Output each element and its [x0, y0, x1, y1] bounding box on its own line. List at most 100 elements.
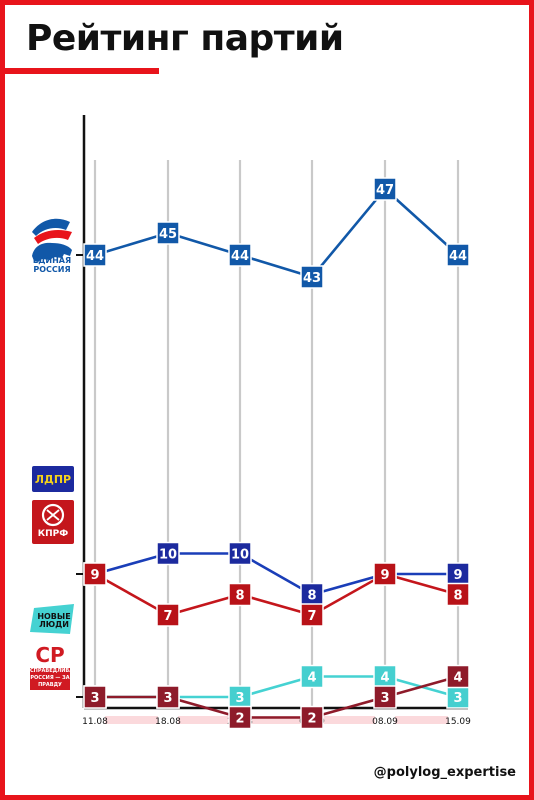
data-label-text: 3 [380, 691, 389, 706]
data-label-text: 44 [449, 249, 467, 264]
data-label-box [300, 603, 324, 627]
author-handle: @polylog_expertise [373, 765, 516, 780]
data-label-text: 3 [453, 691, 462, 706]
data-label-text: 44 [86, 249, 104, 264]
data-label-text: 10 [231, 548, 249, 563]
x-tick-label: 15.09 [445, 717, 471, 727]
data-label-text: 8 [453, 589, 462, 604]
data-label-ldpr: 10 [156, 541, 180, 566]
data-label-box [446, 664, 470, 689]
data-label-sr: 3 [83, 685, 107, 709]
kprf-logo-text: КПРФ [37, 529, 69, 539]
data-label-text: 8 [235, 589, 244, 604]
data-label-text: 2 [235, 712, 244, 727]
bear-flag-icon [32, 218, 72, 262]
data-label-box [300, 705, 324, 730]
data-label-box [300, 265, 324, 289]
data-label-text: 9 [90, 568, 99, 583]
data-label-text: 3 [235, 691, 244, 706]
data-label-text: 10 [159, 548, 177, 563]
data-label-er: 44 [446, 243, 470, 267]
data-labels: 44454443474491010899978798333443332234 [83, 177, 470, 730]
hammer-sickle-icon [41, 503, 65, 527]
data-label-box [228, 705, 252, 730]
data-label-nl: 3 [228, 685, 252, 709]
data-label-sr: 4 [446, 664, 470, 689]
data-label-kprf: 9 [373, 562, 397, 586]
data-label-box [446, 582, 470, 607]
data-label-er: 44 [83, 243, 107, 267]
data-label-kprf: 8 [228, 582, 252, 607]
data-label-box [228, 243, 252, 267]
series-line-nl [95, 675, 459, 699]
data-label-er: 44 [228, 243, 252, 267]
data-label-sr: 3 [373, 685, 397, 709]
date-strip [250, 716, 302, 724]
data-label-box [300, 664, 324, 689]
data-label-text: 47 [376, 183, 394, 198]
nl-badge-icon [30, 604, 74, 634]
data-label-kprf: 7 [156, 603, 180, 627]
data-label-er: 45 [156, 221, 180, 245]
data-label-text: 4 [307, 671, 316, 686]
data-label-nl: 3 [446, 685, 470, 709]
data-label-er: 43 [300, 265, 324, 289]
data-label-box [228, 582, 252, 607]
edinaya-rossiya-logo: ЕДИНАЯ РОССИЯ [24, 212, 80, 284]
x-tick-label: 18.08 [155, 717, 181, 727]
novye-lyudi-logo: НОВЫЕ ЛЮДИ [30, 604, 78, 636]
data-label-box [446, 243, 470, 267]
data-label-text: 7 [163, 609, 172, 624]
series-line-sr [95, 675, 459, 719]
data-label-text: 3 [90, 691, 99, 706]
x-tick-label: 08.09 [372, 717, 398, 727]
data-label-text: 45 [159, 227, 177, 242]
data-label-sr: 2 [300, 705, 324, 730]
data-label-text: 9 [453, 568, 462, 583]
data-label-ldpr: 8 [300, 582, 324, 607]
kprf-logo: КПРФ [32, 500, 74, 544]
data-label-er: 47 [373, 177, 397, 201]
date-strip [395, 716, 448, 724]
data-label-ldpr: 10 [228, 541, 252, 566]
data-label-text: 3 [163, 691, 172, 706]
ldpr-logo: ЛДПР [32, 466, 74, 492]
series-line-ldpr [94, 552, 458, 596]
data-label-box [373, 685, 397, 709]
data-label-box [83, 562, 107, 586]
data-label-text: 2 [307, 712, 316, 727]
data-label-box [228, 541, 252, 566]
series-lines [94, 187, 459, 719]
data-label-box [373, 177, 397, 201]
series-line-kprf [94, 572, 459, 617]
data-label-sr: 3 [156, 685, 180, 709]
data-label-text: 8 [307, 589, 316, 604]
data-label-nl: 4 [373, 664, 397, 689]
date-strip [322, 716, 375, 724]
data-label-text: 7 [307, 609, 316, 624]
data-label-box [373, 562, 397, 586]
data-label-kprf: 7 [300, 603, 324, 627]
date-strips [105, 716, 448, 724]
date-strip [105, 716, 158, 724]
data-label-kprf: 9 [83, 562, 107, 586]
sr-logo-mark: СР [35, 643, 65, 667]
nl-logo-text: НОВЫЕ ЛЮДИ [37, 612, 71, 629]
chart-title: Рейтинг партий [26, 18, 344, 59]
data-label-box [156, 603, 180, 627]
data-label-nl: 4 [300, 664, 324, 689]
data-label-box [83, 685, 107, 709]
data-label-kprf: 8 [446, 582, 470, 607]
sr-logo-text: СПРАВЕДЛИВАЯ РОССИЯ — ЗА ПРАВДУ [30, 668, 70, 690]
data-label-ldpr: 9 [446, 562, 470, 586]
data-label-text: 44 [231, 249, 249, 264]
data-label-box [156, 685, 180, 709]
data-label-sr: 2 [228, 705, 252, 730]
title-underline [5, 68, 159, 74]
data-label-text: 9 [380, 568, 389, 583]
data-label-text: 4 [380, 671, 389, 686]
date-strip [178, 716, 230, 724]
ldpr-logo-text: ЛДПР [34, 472, 72, 486]
